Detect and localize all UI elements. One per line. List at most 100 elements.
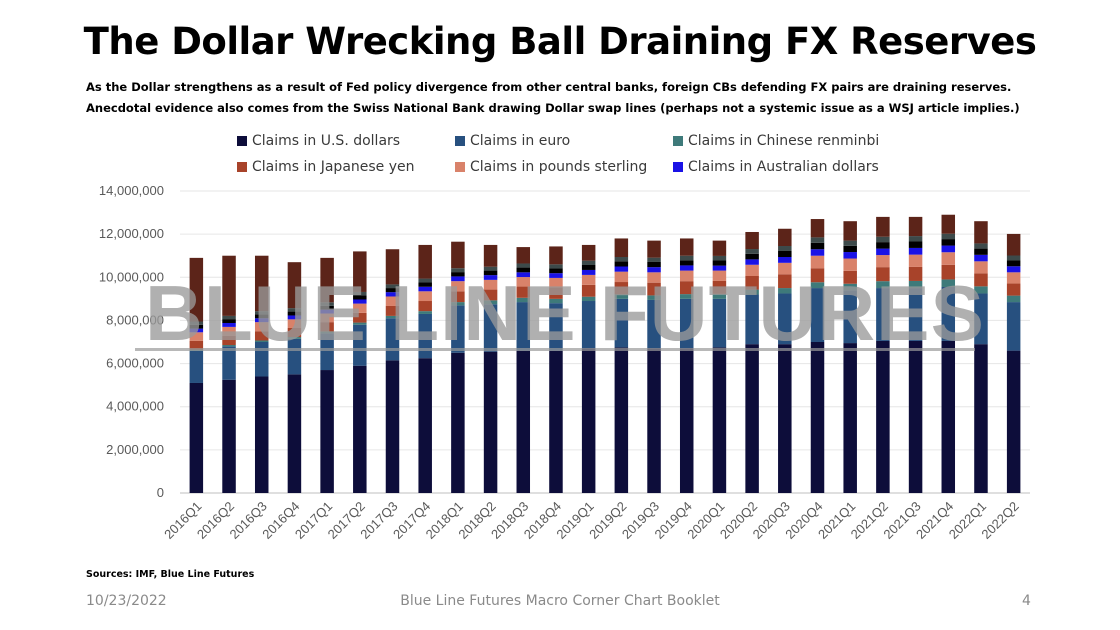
bar-stack xyxy=(843,221,857,493)
bar-segment xyxy=(418,313,432,359)
bar-segment xyxy=(1006,295,1021,303)
footer-date: 10/23/2022 xyxy=(86,593,167,609)
bar-stack xyxy=(418,244,432,493)
bar-segment xyxy=(810,255,825,269)
legend-item-sterling: Claims in pounds sterling xyxy=(455,159,673,175)
bar-segment xyxy=(418,244,432,279)
bar-segment xyxy=(876,267,890,282)
bar-stack xyxy=(876,216,890,493)
bar-segment xyxy=(451,305,465,353)
bar-segment xyxy=(745,344,759,493)
bar-segment xyxy=(712,280,727,294)
legend-label-yen: Claims in Japanese yen xyxy=(252,159,415,175)
bar-segment xyxy=(254,376,269,493)
bar-segment xyxy=(418,286,432,292)
legend-item-euro: Claims in euro xyxy=(455,133,673,149)
bar-segment xyxy=(843,283,857,291)
y-tick-label: 0 xyxy=(157,485,164,500)
y-tick-label: 2,000,000 xyxy=(106,442,164,457)
bar-segment xyxy=(483,304,498,352)
bar-segment xyxy=(778,293,792,345)
page-number: 4 xyxy=(1022,593,1031,609)
bar-segment xyxy=(353,365,367,493)
bar-segment xyxy=(876,236,890,243)
bar-stack xyxy=(745,231,759,493)
bar-segment xyxy=(222,326,236,336)
bar-segment xyxy=(843,245,857,253)
bar-stack xyxy=(353,251,367,493)
bar-segment xyxy=(810,268,825,283)
bar-stack xyxy=(647,240,661,493)
bar-segment xyxy=(189,350,204,383)
bar-segment xyxy=(614,238,629,258)
bar-segment xyxy=(222,323,236,327)
bar-segment xyxy=(679,270,694,282)
bar-segment xyxy=(647,282,661,296)
bar-segment xyxy=(941,340,956,493)
bar-segment xyxy=(287,337,302,339)
bar-segment xyxy=(222,319,236,324)
bar-segment xyxy=(778,250,792,258)
y-tick-label: 10,000,000 xyxy=(99,269,164,284)
bar-segment xyxy=(974,254,988,262)
bar-segment xyxy=(614,271,629,283)
bar-segment xyxy=(451,276,465,282)
legend-swatch-renminbi xyxy=(673,136,683,146)
bar-segment xyxy=(516,263,531,268)
bar-segment xyxy=(353,324,367,366)
bar-segment xyxy=(254,322,269,332)
bar-segment xyxy=(941,245,956,253)
bar-segment xyxy=(647,257,661,262)
bar-segment xyxy=(876,281,890,289)
bar-segment xyxy=(712,293,727,299)
bar-segment xyxy=(876,255,890,268)
bar-segment xyxy=(778,228,792,247)
bar-segment xyxy=(451,272,465,277)
bar-segment xyxy=(647,299,661,349)
bar-segment xyxy=(320,257,334,303)
bar-segment xyxy=(876,216,890,237)
bar-segment xyxy=(483,279,498,290)
bar-segment xyxy=(974,243,988,249)
bar-segment xyxy=(549,268,563,274)
bar-segment xyxy=(581,244,596,261)
bar-segment xyxy=(810,282,825,289)
bar-stack xyxy=(778,228,792,493)
bar-segment xyxy=(843,221,857,241)
bar-segment xyxy=(941,239,956,246)
chart-legend: Claims in U.S. dollars Claims in euro Cl… xyxy=(237,128,917,180)
bar-segment xyxy=(974,221,988,244)
bar-segment xyxy=(941,264,956,280)
bar-segment xyxy=(353,322,367,325)
bar-segment xyxy=(189,349,204,351)
bar-segment xyxy=(810,342,825,493)
bar-stack xyxy=(679,238,694,493)
bar-segment xyxy=(908,236,923,242)
bar-segment xyxy=(974,286,988,294)
bar-segment xyxy=(549,350,563,493)
bar-stack xyxy=(320,257,334,493)
bar-segment xyxy=(1006,283,1021,296)
bar-segment xyxy=(908,241,923,248)
bar-segment xyxy=(843,290,857,344)
bar-segment xyxy=(876,340,890,493)
bar-segment xyxy=(483,289,498,301)
bar-segment xyxy=(549,246,563,265)
bar-segment xyxy=(222,379,236,493)
legend-row: Claims in Japanese yen Claims in pounds … xyxy=(237,154,917,180)
bar-segment xyxy=(876,242,890,249)
bar-segment xyxy=(483,244,498,267)
bar-segment xyxy=(778,344,792,493)
legend-swatch-aud xyxy=(673,162,683,172)
bar-segment xyxy=(287,327,302,338)
bar-segment xyxy=(712,255,727,261)
bar-stack xyxy=(614,238,629,493)
bar-segment xyxy=(353,303,367,313)
bar-segment xyxy=(418,301,432,312)
bar-segment xyxy=(385,284,400,289)
bar-segment xyxy=(320,370,334,493)
bar-stack xyxy=(516,247,531,493)
bar-segment xyxy=(581,348,596,493)
bar-stack xyxy=(712,240,727,493)
legend-swatch-euro xyxy=(455,136,465,146)
